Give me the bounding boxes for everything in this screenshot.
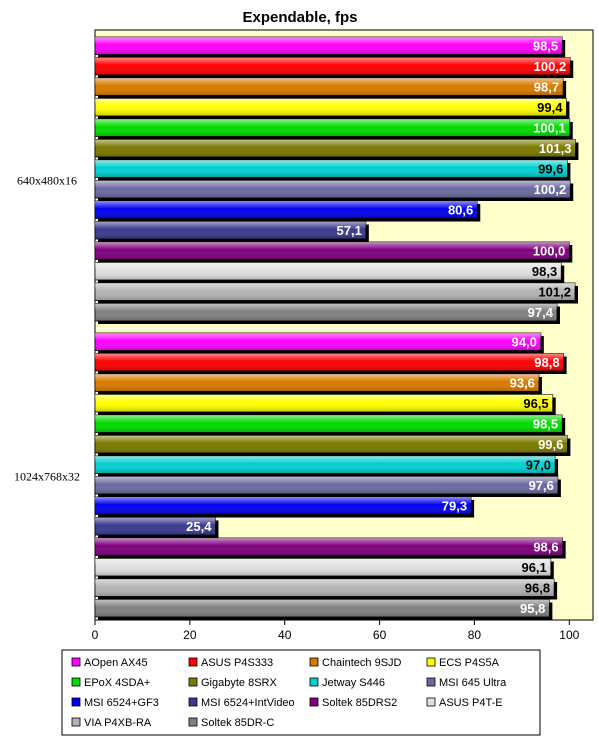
bar-value-label: 97,4 bbox=[528, 305, 554, 320]
legend-swatch bbox=[188, 697, 198, 707]
legend-label: Soltek 85DRS2 bbox=[322, 697, 397, 709]
bar-highlight bbox=[95, 415, 563, 433]
bar-value-label: 95,8 bbox=[520, 601, 545, 616]
bar-value-label: 100,1 bbox=[533, 121, 566, 136]
bar-highlight bbox=[95, 262, 562, 280]
legend-label: MSI 6524+GF3 bbox=[84, 697, 159, 709]
legend-label: MSI 645 Ultra bbox=[439, 677, 507, 689]
bar-highlight bbox=[95, 139, 576, 157]
bar-highlight bbox=[95, 119, 570, 137]
bar-value-label: 98,8 bbox=[534, 355, 559, 370]
bar-highlight bbox=[95, 476, 558, 494]
legend: AOpen AX45 ASUS P4S333 Chaintech 9SJD ECS P… bbox=[71, 657, 507, 729]
x-tick-label: 100 bbox=[559, 628, 579, 642]
legend-label: ECS P4S5A bbox=[439, 657, 500, 669]
bar-highlight bbox=[95, 435, 568, 453]
bar-value-label: 57,1 bbox=[337, 223, 362, 238]
bar-value-label: 98,5 bbox=[533, 39, 558, 54]
bar-highlight bbox=[95, 78, 564, 96]
bar-highlight bbox=[95, 558, 551, 576]
bar-value-label: 98,7 bbox=[534, 80, 559, 95]
bar-value-label: 98,5 bbox=[533, 417, 558, 432]
bar-value-label: 99,4 bbox=[537, 100, 563, 115]
bar-value-label: 94,0 bbox=[512, 335, 537, 350]
category-label: 640x480x16 bbox=[17, 174, 77, 188]
legend-swatch bbox=[71, 677, 81, 687]
legend-swatch bbox=[309, 697, 319, 707]
legend-swatch bbox=[71, 697, 81, 707]
x-tick-label: 60 bbox=[373, 628, 387, 642]
bar-highlight bbox=[95, 497, 472, 515]
category-label: 1024x768x32 bbox=[14, 470, 80, 484]
legend-label: AOpen AX45 bbox=[84, 657, 148, 669]
bar-highlight bbox=[95, 98, 567, 116]
bar-value-label: 100,0 bbox=[533, 244, 566, 259]
bar-value-label: 100,2 bbox=[534, 59, 567, 74]
plot-marks: 640x480x16 98,5 100,2 98,7 99,4 100,1 101,3 99,… bbox=[14, 36, 579, 620]
bar-highlight bbox=[95, 517, 216, 535]
bar-highlight bbox=[95, 456, 556, 474]
legend-swatch bbox=[426, 697, 436, 707]
bar-value-label: 97,0 bbox=[526, 458, 551, 473]
bar-value-label: 93,6 bbox=[510, 376, 535, 391]
bar-value-label: 98,6 bbox=[533, 540, 558, 555]
legend-label: Soltek 85DR-C bbox=[201, 717, 274, 729]
bar-highlight bbox=[95, 394, 553, 412]
bar-highlight bbox=[95, 333, 541, 351]
bar-highlight bbox=[95, 201, 478, 219]
bar-value-label: 98,3 bbox=[532, 264, 557, 279]
bar-highlight bbox=[95, 160, 568, 178]
bar-value-label: 79,3 bbox=[442, 499, 467, 514]
bar-highlight bbox=[95, 599, 550, 617]
x-tick-label: 20 bbox=[183, 628, 197, 642]
legend-swatch bbox=[426, 657, 436, 667]
bar-value-label: 100,2 bbox=[534, 182, 567, 197]
legend-box bbox=[61, 649, 541, 736]
bar-highlight bbox=[95, 242, 570, 260]
bar-value-label: 99,6 bbox=[538, 162, 563, 177]
legend-swatch bbox=[71, 657, 81, 667]
legend-swatch bbox=[426, 677, 436, 687]
bar-highlight bbox=[95, 283, 575, 301]
bar-value-label: 25,4 bbox=[186, 519, 212, 534]
bar-highlight bbox=[95, 180, 571, 198]
bar-highlight bbox=[95, 538, 563, 556]
x-axis: 0 20 40 60 80 100 bbox=[92, 620, 580, 642]
legend-label: Gigabyte 8SRX bbox=[201, 677, 277, 689]
bar-value-label: 96,1 bbox=[521, 560, 546, 575]
legend-label: EPoX 4SDA+ bbox=[84, 677, 150, 689]
bar-value-label: 101,3 bbox=[539, 141, 572, 156]
bar-value-label: 96,5 bbox=[523, 396, 548, 411]
legend-label: MSI 6524+IntVideo bbox=[201, 697, 295, 709]
bar-value-label: 101,2 bbox=[538, 285, 571, 300]
bar-value-label: 96,8 bbox=[525, 581, 550, 596]
legend-label: Chaintech 9SJD bbox=[322, 657, 402, 669]
bar-value-label: 99,6 bbox=[538, 437, 563, 452]
legend-swatch bbox=[71, 717, 81, 727]
legend-label: ASUS P4T-E bbox=[439, 697, 503, 709]
bar-highlight bbox=[95, 303, 557, 321]
legend-swatch bbox=[309, 657, 319, 667]
legend-swatch bbox=[188, 657, 198, 667]
bar-highlight bbox=[95, 37, 563, 55]
bar-highlight bbox=[95, 221, 366, 239]
legend-label: ASUS P4S333 bbox=[201, 657, 273, 669]
bar-highlight bbox=[95, 57, 571, 75]
legend-label: VIA P4XB-RA bbox=[84, 717, 152, 729]
legend-swatch bbox=[309, 677, 319, 687]
bar-value-label: 97,6 bbox=[529, 478, 554, 493]
x-tick-label: 80 bbox=[468, 628, 482, 642]
bar-highlight bbox=[95, 374, 539, 392]
x-tick-label: 40 bbox=[278, 628, 292, 642]
bar-highlight bbox=[95, 353, 564, 371]
chart-title: Expendable, fps bbox=[242, 9, 357, 26]
legend-swatch bbox=[188, 717, 198, 727]
bar-value-label: 80,6 bbox=[448, 203, 473, 218]
bar-highlight bbox=[95, 579, 555, 597]
legend-label: Jetway S446 bbox=[322, 677, 385, 689]
x-tick-label: 0 bbox=[92, 628, 99, 642]
legend-swatch bbox=[188, 677, 198, 687]
